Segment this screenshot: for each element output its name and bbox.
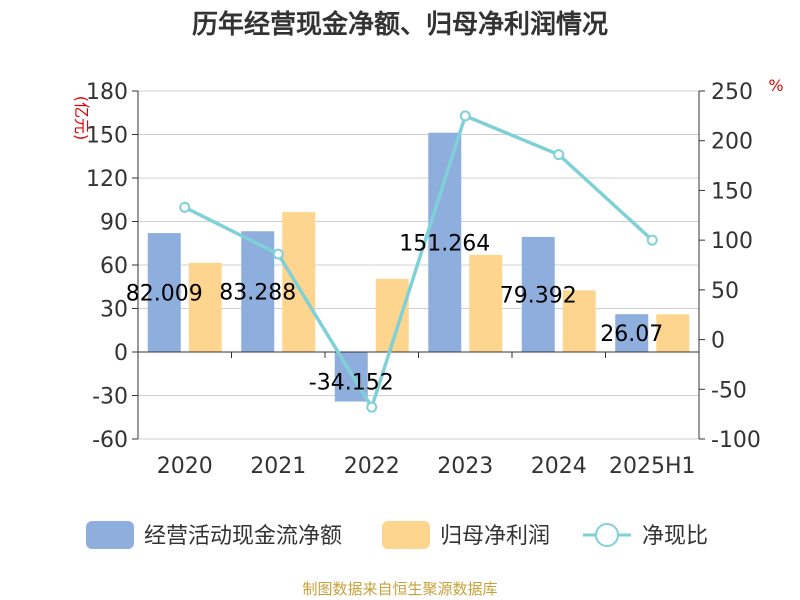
legend-swatch-ratio-marker [595, 523, 619, 547]
right-axis-tick-label: 0 [711, 329, 725, 354]
ratio-line-series [179, 110, 658, 413]
cash-flow-bar [615, 314, 649, 352]
ratio-line [183, 114, 654, 409]
left-axis-tick-label: 0 [114, 341, 128, 366]
legend-swatch-net-profit [382, 521, 430, 549]
left-axis-tick-label: 60 [100, 254, 128, 279]
left-axis-tick-label: -60 [92, 428, 128, 453]
cash-flow-bar [521, 236, 555, 352]
x-axis-tick-label: 2025H1 [609, 454, 696, 479]
x-axis-tick-label: 2024 [531, 454, 587, 479]
legend-swatch-cash-flow [86, 521, 134, 549]
legend-label-ratio: 净现比 [642, 524, 708, 549]
x-axis-tick-label: 2022 [344, 454, 400, 479]
cash-flow-data-label: 151.264 [399, 231, 490, 256]
right-axis-tick-label: 50 [711, 279, 739, 304]
legend-label-cash-flow: 经营活动现金流净额 [144, 524, 342, 549]
net-profit-bar [469, 254, 503, 352]
cash-flow-bar [241, 231, 275, 352]
cash-flow-data-label: 83.288 [219, 281, 296, 306]
x-axis-tick-label: 2021 [250, 454, 306, 479]
ratio-point [366, 401, 378, 413]
cash-flow-data-label: -34.152 [309, 371, 394, 396]
left-axis-tick-label: -30 [92, 385, 128, 410]
cash-flow-data-label: 79.392 [500, 283, 577, 308]
right-axis-tick-label: -50 [711, 378, 747, 403]
chart-title: 历年经营现金净额、归母净利润情况 [192, 9, 608, 40]
cash-flow-data-label: 82.009 [126, 282, 203, 307]
net-profit-bar [562, 290, 596, 352]
left-axis-tick-label: 90 [100, 211, 128, 236]
left-axis-tick-label: 120 [86, 167, 128, 192]
bar-marks [147, 132, 690, 402]
ratio-point [553, 149, 565, 161]
right-axis-tick-label: 150 [711, 179, 753, 204]
legend-label-net-profit: 归母净利润 [440, 524, 550, 549]
x-axis-tick-label: 2023 [437, 454, 493, 479]
axes: 180 150 120 90 60 30 0 -30 -60 250 200 150 100 50 0 -50… [86, 80, 761, 479]
ratio-point [272, 248, 284, 260]
right-axis-tick-label: 100 [711, 229, 753, 254]
x-axis-tick-label: 2020 [157, 454, 213, 479]
cash-flow-data-label: 26.07 [600, 322, 663, 347]
cash-flow-bar [147, 233, 181, 352]
source-note: 制图数据来自恒生聚源数据库 [302, 580, 497, 598]
right-axis-tick-label: 250 [711, 80, 753, 105]
net-profit-bar [656, 314, 690, 352]
left-axis-tick-label: 30 [100, 298, 128, 323]
data-labels: 82.009 83.288 -34.152 151.264 79.392 26.07 [126, 231, 663, 395]
left-axis-tick-label: 150 [86, 124, 128, 149]
legend: 经营活动现金流净额 归母净利润 净现比 [86, 521, 708, 549]
ratio-point [179, 201, 191, 213]
right-axis-tick-label: 200 [711, 130, 753, 155]
ratio-point [459, 110, 471, 122]
right-axis-tick-label: -100 [711, 428, 761, 453]
net-profit-bar [188, 262, 222, 352]
left-axis-tick-label: 180 [86, 80, 128, 105]
right-axis-unit: % [768, 76, 783, 95]
net-profit-bar [282, 212, 316, 352]
cash-flow-bar [428, 132, 462, 352]
ratio-point [646, 234, 658, 246]
left-axis-unit: (亿元) [72, 96, 91, 141]
